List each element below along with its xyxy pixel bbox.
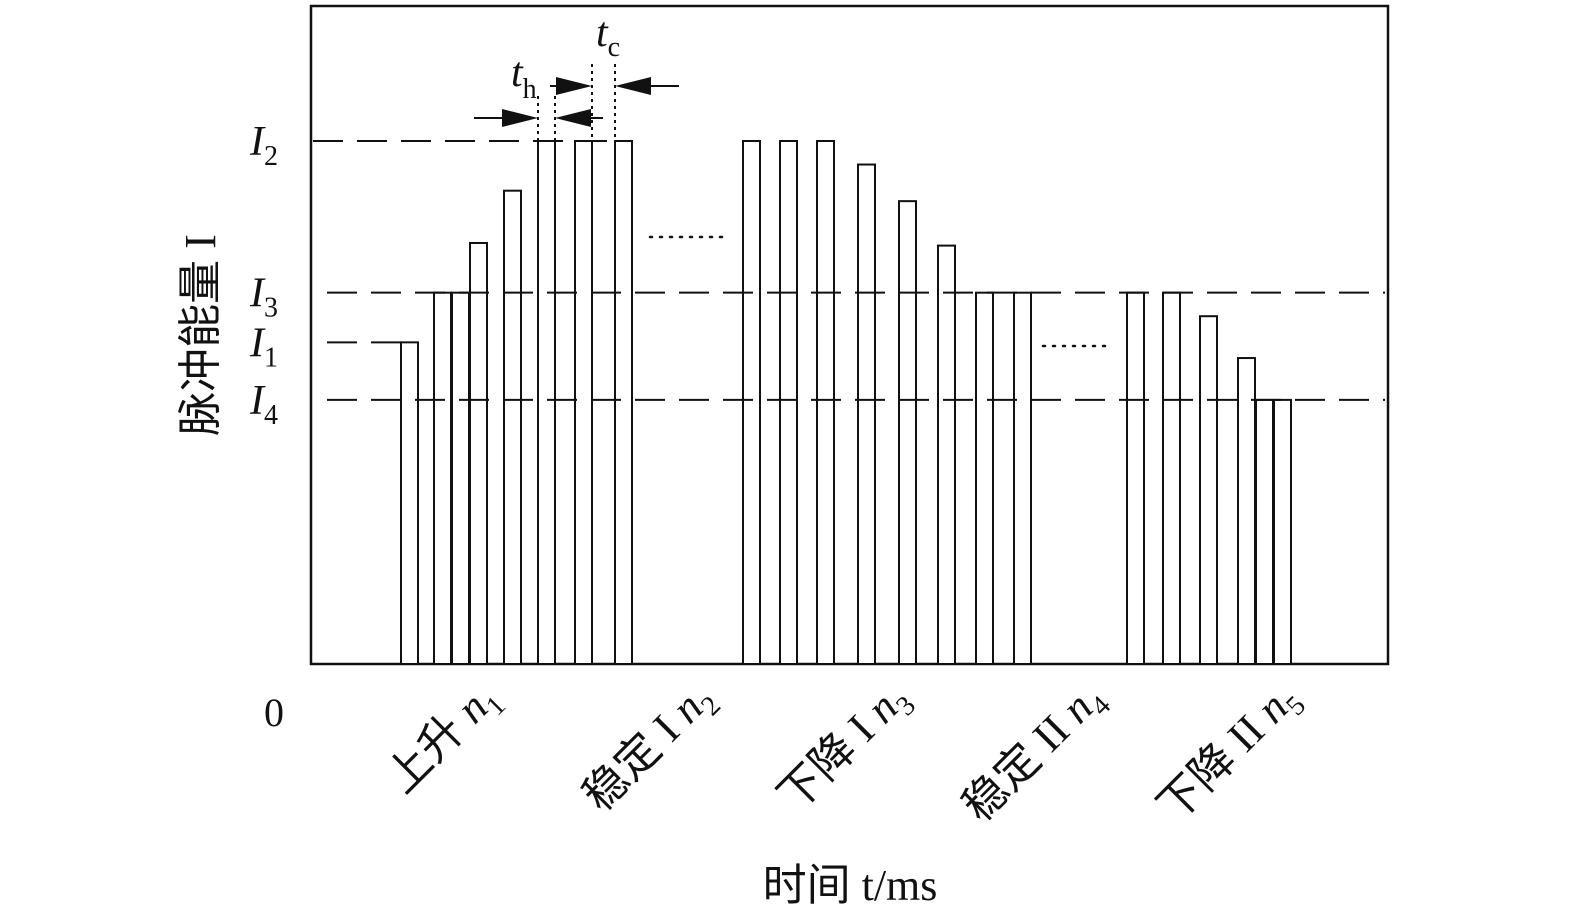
tc-left-arrow-head bbox=[556, 77, 592, 95]
level-label-i2: I2 bbox=[249, 119, 278, 172]
pulse-bar bbox=[937, 244, 956, 665]
pulse-bar bbox=[1013, 291, 1032, 665]
pulse-bar bbox=[816, 140, 835, 665]
pulse-bars bbox=[400, 140, 1292, 666]
pulse-bar bbox=[400, 341, 419, 665]
pulse-bar bbox=[857, 163, 876, 665]
tc-label: tc bbox=[596, 10, 620, 63]
pulse-bar bbox=[433, 291, 452, 665]
level-label-i1: I1 bbox=[249, 320, 278, 373]
origin-label: 0 bbox=[264, 690, 284, 735]
th-right-arrow-head bbox=[555, 109, 591, 127]
th-label: th bbox=[511, 50, 537, 105]
pulse-bar bbox=[742, 140, 761, 665]
th-left-arrow-head bbox=[502, 109, 538, 127]
reference-lines bbox=[313, 140, 1385, 401]
pulse-bar bbox=[469, 241, 488, 666]
pulse-duration-annotations: th tc bbox=[474, 10, 1115, 348]
x-axis-label: 时间 t/ms bbox=[763, 861, 938, 910]
tc-right-arrow-head bbox=[615, 77, 651, 95]
phase-label: 下降 II n5 bbox=[1148, 672, 1312, 836]
pulse-bar bbox=[1126, 291, 1145, 665]
pulse-bar bbox=[537, 140, 556, 665]
pulse-bar bbox=[503, 189, 522, 665]
pulse-bar bbox=[1237, 357, 1256, 665]
pulse-bar bbox=[975, 291, 994, 665]
level-label-i3: I3 bbox=[249, 271, 278, 324]
pulse-bar bbox=[779, 140, 798, 665]
phase-label: 下降 I n3 bbox=[769, 672, 922, 825]
pulse-bar bbox=[574, 140, 593, 665]
phase-label: 稳定 II n4 bbox=[953, 672, 1117, 836]
pulse-bar bbox=[1273, 398, 1292, 665]
level-label-i4: I4 bbox=[249, 378, 278, 431]
pulse-bar bbox=[1199, 315, 1218, 665]
pulse-bar bbox=[1162, 291, 1181, 665]
pulse-bar bbox=[451, 291, 470, 665]
phase-label: 上升 n1 bbox=[377, 672, 512, 807]
pulse-bar bbox=[614, 140, 633, 665]
pulse-bar bbox=[898, 200, 917, 666]
phase-label: 稳定 I n2 bbox=[574, 672, 727, 825]
pulse-bar bbox=[1255, 398, 1274, 665]
y-axis-label: 脉冲能量 I bbox=[176, 234, 225, 436]
x-phase-labels: 上升 n1 稳定 I n2 下降 I n3 稳定 II n4 下降 II n5 bbox=[377, 672, 1312, 836]
plot-frame bbox=[309, 4, 1390, 666]
